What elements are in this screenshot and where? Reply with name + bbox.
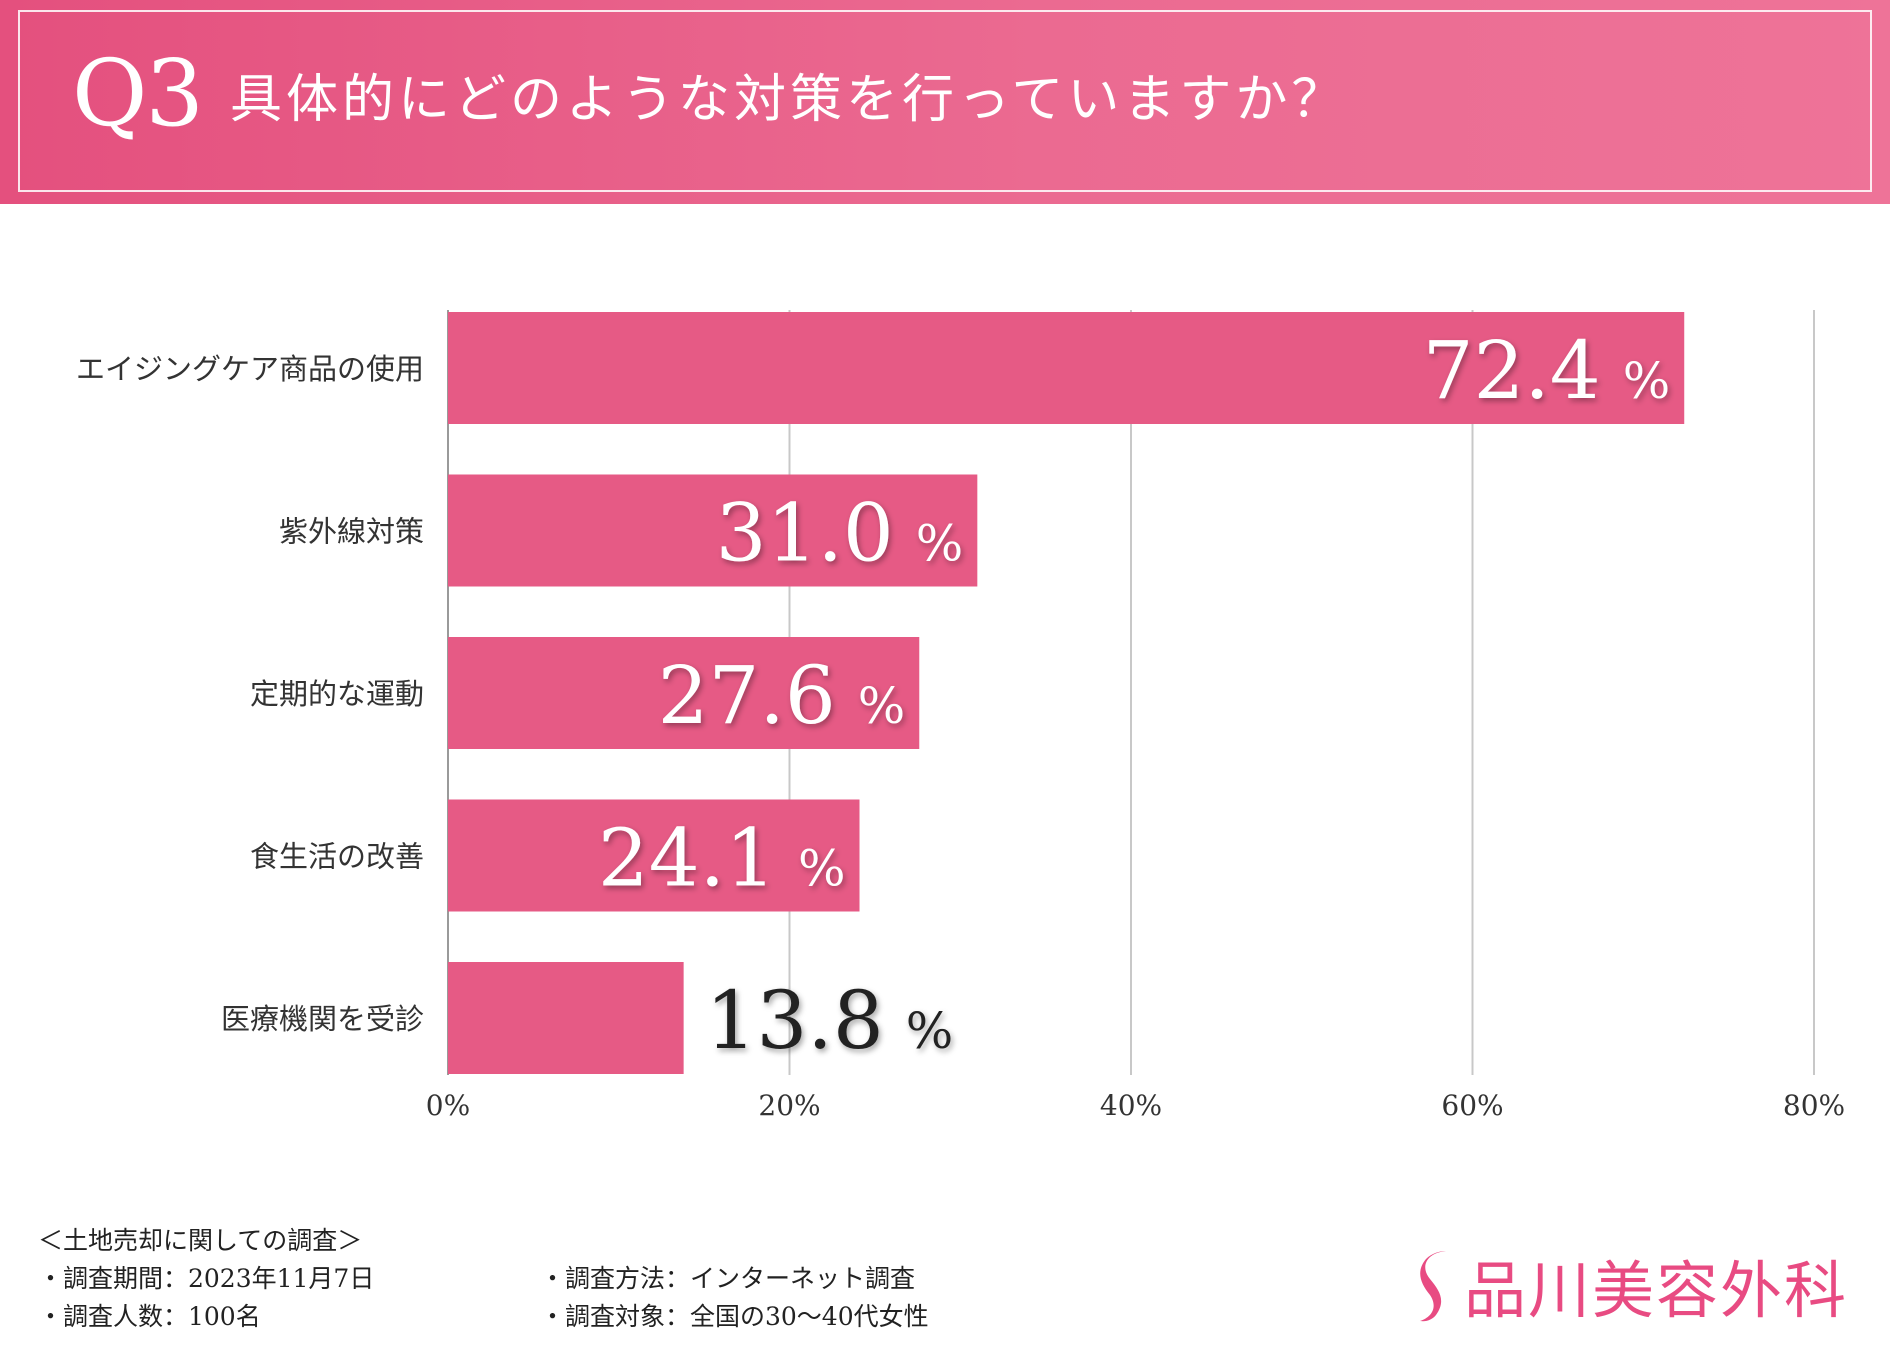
data-label-unit: % [798,840,846,898]
data-label-unit: % [906,1002,954,1060]
data-label-value: 31.0 [716,487,894,580]
bar [448,962,684,1074]
category-label: 紫外線対策 [279,515,424,549]
question-number: Q3 [72,40,204,147]
question-title: 具体的にどのような対策を行っていますか？ [230,70,1348,130]
data-label: 24.1% [598,812,846,905]
category-label: 食生活の改善 [250,840,424,874]
category-label: エイジングケア商品の使用 [76,352,424,386]
s-brand-icon [1420,1251,1446,1322]
bar-chart: 0% 20% 40% 60% 80% エイジングケア商品の使用 72.4 % 紫外線対策 31.0… [76,310,1845,1122]
survey-info-right: ・調査方法：インターネット調査 ・調査対象：全国の30～40代女性 [540,1260,929,1336]
survey-method: ・調査方法：インターネット調査 [540,1264,916,1293]
data-label-unit: % [1623,352,1671,410]
data-label: 31.0% [716,487,964,580]
data-label: 27.6% [658,649,906,742]
bar [448,637,920,749]
data-label-value: 27.6 [658,649,836,742]
data-label-value: 24.1 [598,812,776,905]
x-tick-label: 0% [426,1089,470,1122]
bar [448,312,1685,424]
brand-logo: 品川美容外科 [1412,1240,1848,1330]
brand-name: 品川美容外科 [1464,1254,1849,1327]
survey-respondents: ・調査人数：100名 [38,1302,261,1331]
x-tick-label: 40% [1100,1089,1162,1122]
data-label-unit: % [916,515,964,573]
survey-title: ＜土地売却に関しての調査＞ [38,1226,363,1255]
x-tick-label: 80% [1783,1089,1845,1122]
bar [448,799,860,912]
category-label: 医療機関を受診 [221,1002,424,1036]
x-tick-label: 20% [758,1089,820,1122]
header-frame [18,10,1872,192]
category-label: 定期的な運動 [250,677,424,711]
data-label-unit: % [858,677,906,735]
survey-target: ・調査対象：全国の30～40代女性 [540,1302,929,1331]
header-banner: Q3 具体的にどのような対策を行っていますか？ [0,0,1890,204]
data-label-value: 13.8 [706,974,884,1067]
data-label: 13.8% [706,974,954,1067]
x-tick-label: 60% [1441,1089,1503,1122]
data-label: 72.4% [1423,324,1671,417]
survey-info-left: ＜土地売却に関しての調査＞ ・調査期間：2023年11月7日 ・調査人数：100… [38,1222,374,1336]
survey-period: ・調査期間：2023年11月7日 [38,1264,375,1293]
data-label-value: 72.4 [1423,324,1601,417]
bar [448,474,978,587]
